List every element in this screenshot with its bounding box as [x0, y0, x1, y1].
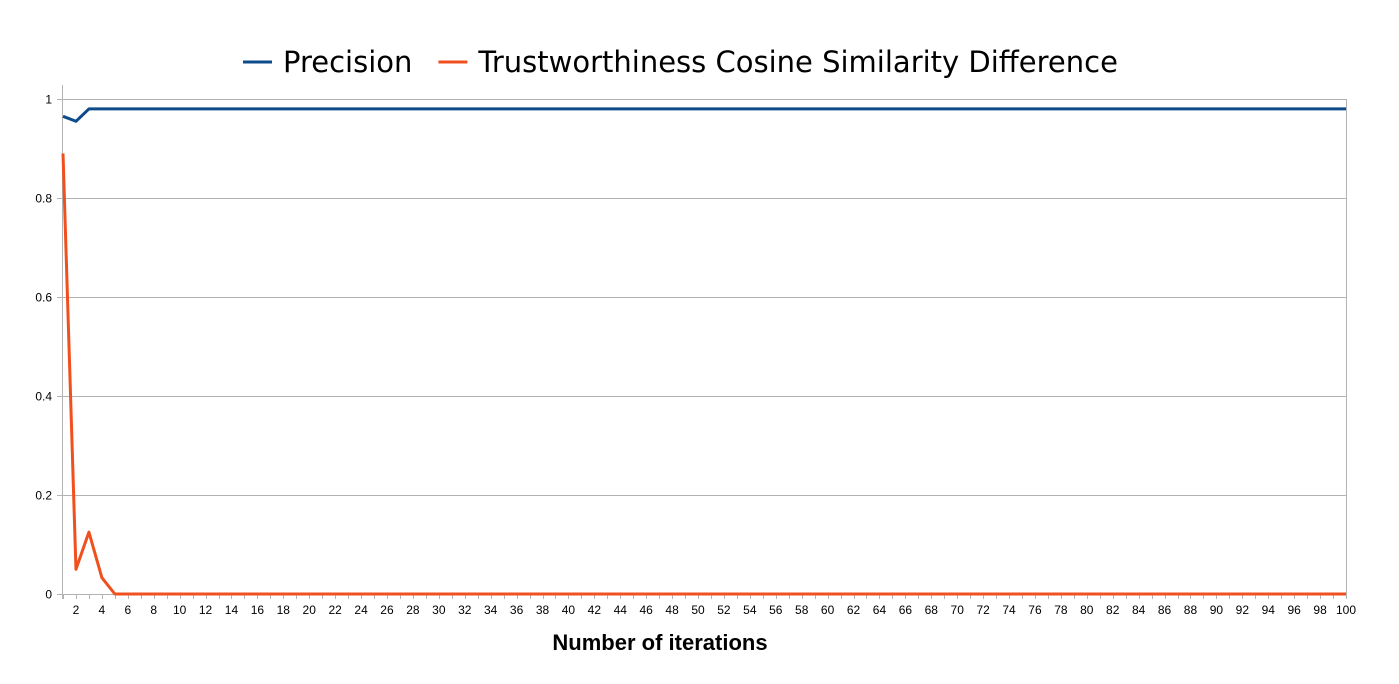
x-tick-label: 28	[406, 603, 420, 617]
x-tick-label: 100	[1336, 603, 1356, 617]
x-tick-label: 8	[150, 603, 157, 617]
x-tick-label: 70	[951, 603, 965, 617]
x-tick-label: 82	[1106, 603, 1120, 617]
x-tick-label: 24	[354, 603, 368, 617]
x-tick-label: 88	[1184, 603, 1198, 617]
y-tick-label: 0	[45, 588, 52, 602]
x-tick-label: 68	[925, 603, 939, 617]
x-tick-label: 92	[1236, 603, 1250, 617]
x-tick-label: 22	[328, 603, 342, 617]
x-tick-label: 30	[432, 603, 446, 617]
x-tick-label: 56	[769, 603, 783, 617]
x-tick-label: 78	[1054, 603, 1068, 617]
x-tick-label: 16	[251, 603, 265, 617]
x-tick-label: 32	[458, 603, 472, 617]
x-tick-label: 86	[1158, 603, 1172, 617]
x-tick-label: 62	[847, 603, 861, 617]
x-tick-label: 38	[536, 603, 550, 617]
x-tick-label: 34	[484, 603, 498, 617]
y-tick-label: 1	[45, 93, 52, 107]
x-tick-label: 18	[277, 603, 291, 617]
x-tick-label: 54	[743, 603, 757, 617]
x-tick-label: 6	[124, 603, 131, 617]
x-tick-label: 36	[510, 603, 524, 617]
legend: Precision Trustworthiness Cosine Similari…	[243, 45, 1118, 79]
x-axis-tick-labels: 2 4 6 8 10 12 14 16 18 20 22 24 26 28 30 32 34 36 38 40 42 44…	[73, 603, 1357, 617]
legend-label: Trustworthiness Cosine Similarity Differ…	[477, 45, 1118, 79]
x-tick-label: 2	[73, 603, 80, 617]
x-tick-label: 40	[562, 603, 576, 617]
gridlines	[63, 99, 1347, 594]
x-tick-label: 76	[1028, 603, 1042, 617]
x-tick-label: 64	[873, 603, 887, 617]
x-tick-label: 26	[380, 603, 394, 617]
series-line	[62, 107, 1346, 123]
x-tick-label: 58	[795, 603, 809, 617]
y-tick-label: 0.6	[35, 291, 52, 305]
y-tick-label: 0.8	[35, 192, 52, 206]
x-tick-label: 66	[899, 603, 913, 617]
x-tick-label: 84	[1132, 603, 1146, 617]
x-tick-label: 10	[173, 603, 187, 617]
x-tick-label: 14	[225, 603, 239, 617]
legend-label: Precision	[283, 45, 412, 79]
x-tick-label: 98	[1313, 603, 1327, 617]
y-tick-label: 0.4	[35, 390, 52, 404]
series-lines	[61, 107, 1346, 596]
x-axis-title: Number of iterations	[552, 630, 767, 655]
x-tick-label: 60	[821, 603, 835, 617]
x-tick-label: 50	[691, 603, 705, 617]
x-tick-label: 72	[976, 603, 990, 617]
x-tick-label: 12	[199, 603, 213, 617]
series-line	[61, 153, 1346, 596]
x-tick-label: 4	[99, 603, 106, 617]
x-tick-label: 44	[614, 603, 628, 617]
axes	[57, 85, 1347, 599]
x-tick-label: 48	[665, 603, 679, 617]
x-tick-label: 74	[1002, 603, 1016, 617]
x-tick-label: 52	[717, 603, 731, 617]
x-tick-label: 96	[1287, 603, 1301, 617]
x-tick-label: 20	[303, 603, 317, 617]
x-tick-label: 94	[1262, 603, 1276, 617]
x-tick-label: 42	[588, 603, 602, 617]
y-axis-tick-labels: 0 0.2 0.4 0.6 0.8 1	[35, 93, 52, 602]
x-tick-label: 90	[1210, 603, 1224, 617]
x-tick-label: 80	[1080, 603, 1094, 617]
x-tick-label: 46	[640, 603, 654, 617]
y-tick-label: 0.2	[35, 489, 52, 503]
